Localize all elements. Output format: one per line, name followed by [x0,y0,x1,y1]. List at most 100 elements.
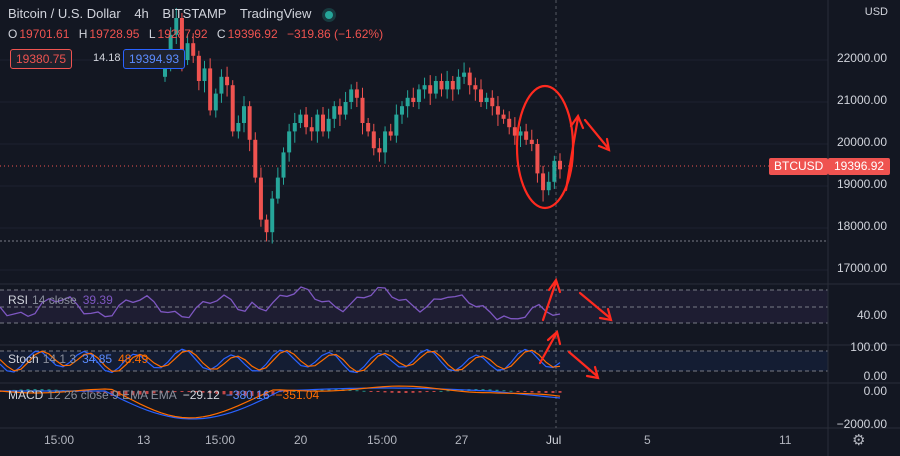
macd-histogram-bar [40,389,44,391]
gear-icon[interactable]: ⚙ [852,432,866,449]
macd-histogram-bar [530,391,534,393]
candle-body [501,114,506,119]
candle-body [213,93,218,111]
macd-histogram-bar [271,391,275,396]
candle-body [349,89,354,102]
macd-histogram-bar [502,390,506,392]
candle-body [196,55,201,81]
candle-body [247,106,252,140]
time-axis-label: 27 [455,433,469,447]
annotation-arrow-rsi-down-head [598,307,613,322]
macd-histogram-bar [488,389,492,391]
macd-histogram-bar [439,390,443,392]
candle-body [225,76,230,86]
symbol-name[interactable]: Bitcoin / U.S. Dollar [8,6,121,21]
macd-histogram-bar [145,391,149,394]
annotation-arrow-down [583,118,610,150]
price-axis-label: 17000.00 [836,261,887,275]
annotation-arrow-rsi-up [541,280,558,322]
candle-body [321,114,325,132]
candle-body [394,114,399,136]
candle-body [253,139,258,178]
rsi-legend[interactable]: RSI 14 close 39.39 [8,293,113,307]
macd-histogram-bar [159,391,163,393]
ohlc-legend: O 19701.61 H 19728.95 L 19287.92 C 19396.92 … [8,27,389,41]
candle-body [292,123,297,132]
macd-histogram-bar [173,391,177,393]
stoch-axis-top: 100.00 [850,340,887,354]
candle-body [315,114,320,132]
annotation-arrow-up-head [569,113,585,130]
stoch-d-line [0,349,561,373]
candle-body [343,102,348,115]
stoch-k-value: 34.85 [82,352,113,366]
sell-price-button[interactable]: 19380.75 [10,49,73,69]
macd-histogram-bar [397,391,401,393]
macd-histogram-bar [509,390,513,392]
annotation-arrow-stoch-up-head [546,329,562,346]
macd-histogram-bar [362,390,366,392]
candle-body [518,131,523,136]
candle-body [377,148,382,153]
currency-selector[interactable]: USD [864,6,888,18]
candle-body [202,68,207,81]
candle-body [473,85,478,90]
rsi-name: RSI [8,293,29,307]
time-axis-label: 15:00 [205,433,236,447]
macd-value: −380.16 [225,388,270,402]
candle-body [456,76,461,90]
annotation-arrow-down-head [597,137,611,152]
candle-body [552,160,557,182]
macd-line [0,387,561,420]
candle-body [400,106,404,115]
macd-histogram-bar [138,391,142,395]
interval-label[interactable]: 4h [134,6,149,21]
macd-histogram-bar [250,391,254,396]
annotation-arrow-rsi-down [578,291,612,320]
candle-body [275,177,280,199]
annotation-arrow-stoch-down-head [585,365,600,380]
macd-histogram-bar [516,391,520,392]
spread-value: 14.18 [93,52,121,64]
macd-histogram-bar [320,389,324,391]
macd-histogram-bar [89,391,93,393]
candle-body [281,152,286,178]
candle-body [484,97,489,102]
chart-header: Bitcoin / U.S. Dollar 4h BITSTAMP Tradin… [8,6,343,21]
candle-body [411,97,416,102]
macd-histogram-bar [54,389,58,391]
stoch-legend[interactable]: Stoch 14 1 3 34.85 48.49 [8,352,148,366]
candle-body [309,127,314,132]
macd-histogram-bar [187,391,191,393]
macd-histogram-bar [96,391,100,393]
macd-histogram-bar [152,391,156,394]
macd-histogram-bar [369,391,373,392]
macd-histogram-bar [348,389,352,391]
macd-histogram-bar [229,391,233,395]
candle-body [524,131,529,140]
time-axis-label: 15:00 [44,433,75,447]
buy-price-button[interactable]: 19394.93 [123,49,186,69]
candle-body [179,18,184,60]
candle-body [366,123,371,132]
macd-params: 12 26 close 9 EMA EMA [47,388,177,402]
price-axis-label: 22000.00 [836,51,887,65]
macd-histogram-bar [446,390,450,392]
macd-legend[interactable]: MACD 12 26 close 9 EMA EMA −29.12 −380.16 −3… [8,388,319,402]
annotation-arrow-up [564,116,580,192]
exchange-label: BITSTAMP [162,6,227,21]
candle-body [287,131,292,153]
candle-body [529,139,534,144]
macd-histogram-bar [537,391,541,393]
stoch-name: Stoch [8,352,39,366]
candle-body [208,68,213,111]
macd-histogram-bar [285,391,289,392]
candle-body [332,106,337,119]
macd-histogram-bar [425,391,429,393]
candle-body [445,81,450,90]
macd-histogram-bar [131,391,135,396]
candle-body [230,85,235,132]
rsi-line [0,286,561,321]
candle-body [258,177,263,220]
